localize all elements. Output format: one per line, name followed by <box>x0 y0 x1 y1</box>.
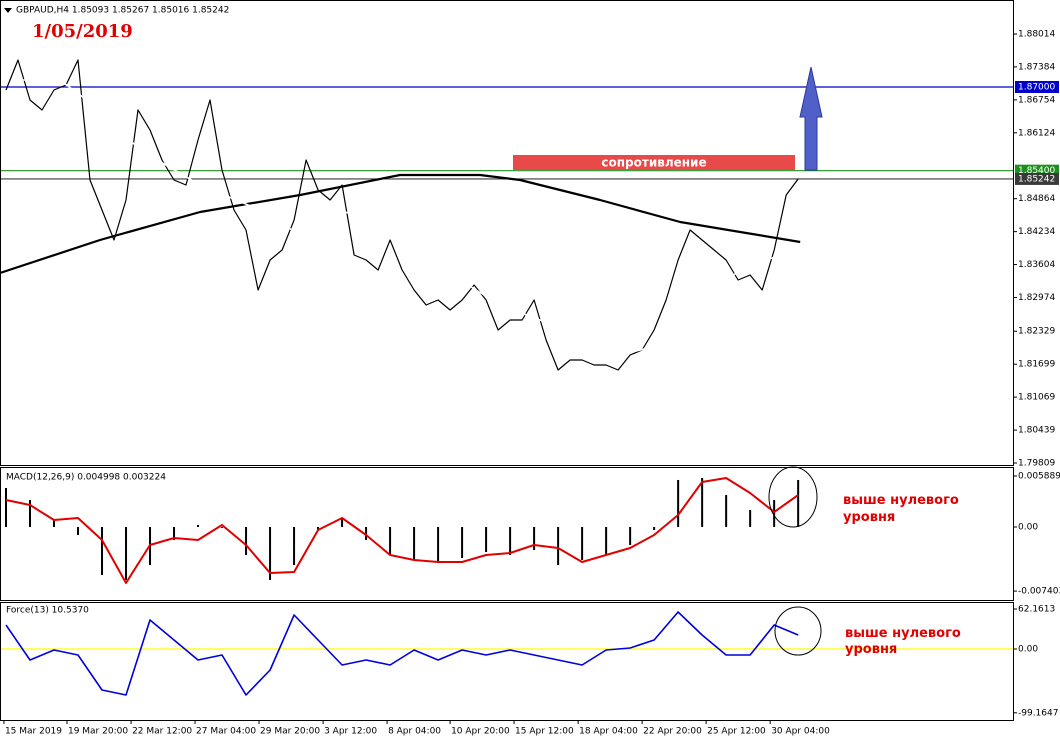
macd-title: MACD(12,26,9) 0.004998 0.003224 <box>6 473 166 483</box>
y-tick-label: 1.84864 <box>1018 194 1055 204</box>
y-tick-label: 1.83604 <box>1018 260 1055 270</box>
y-tick-label: 1.86754 <box>1018 95 1055 105</box>
x-tick-label: 22 Mar 12:00 <box>132 727 192 737</box>
x-tick-label: 19 Mar 20:00 <box>68 727 128 737</box>
macd-note: уровня <box>843 510 895 525</box>
level-tag <box>1015 172 1059 185</box>
series-line <box>20 79 801 356</box>
level-label: 1.85400 <box>1018 166 1055 176</box>
level-label: 1.85242 <box>1018 174 1055 184</box>
date-annotation: 1/05/2019 <box>32 21 133 42</box>
histogram-bar <box>701 477 704 527</box>
panel-frame <box>0 467 1014 601</box>
histogram-bar <box>5 488 8 527</box>
histogram-bar <box>629 526 632 546</box>
force-note: уровня <box>845 642 897 657</box>
arrow <box>799 66 823 171</box>
y-tick-label: 1.80439 <box>1018 426 1055 436</box>
plot <box>0 0 1059 724</box>
macd-note: выше нулевого <box>843 493 959 508</box>
circle <box>774 606 822 656</box>
y-tick-label: 1.82329 <box>1018 327 1055 337</box>
histogram-bar <box>269 526 272 580</box>
y-tick-label: 0.00 <box>1018 645 1038 655</box>
histogram-bar <box>557 526 560 566</box>
histogram-bar <box>293 526 296 566</box>
circle <box>768 466 818 528</box>
x-tick-label: 15 Apr 12:00 <box>515 727 574 737</box>
histogram-bar <box>461 526 464 558</box>
panel-frame <box>0 0 1014 466</box>
series-line <box>5 477 799 584</box>
histogram-bar <box>653 526 656 531</box>
x-tick-label: 29 Mar 20:00 <box>260 727 320 737</box>
x-tick-label: 30 Apr 04:00 <box>771 727 830 737</box>
y-tick-label: 1.81069 <box>1018 393 1055 403</box>
y-tick-label: -0.007403 <box>1018 587 1060 597</box>
x-tick-label: 22 Apr 20:00 <box>643 727 702 737</box>
panel-frame <box>0 602 1014 721</box>
x-tick-label: 8 Apr 04:00 <box>388 727 441 737</box>
series-line <box>5 59 799 371</box>
histogram-bar <box>173 526 176 540</box>
decorations <box>4 8 823 656</box>
x-tick-label: 3 Apr 12:00 <box>324 727 377 737</box>
y-tick-label: 1.86124 <box>1018 128 1055 138</box>
series-line <box>5 611 799 696</box>
series-line <box>0 173 801 275</box>
histogram-bar <box>77 526 80 535</box>
histogram-bar <box>485 526 488 553</box>
histogram-bar <box>197 525 200 527</box>
histogram-bar <box>365 526 368 540</box>
force-note: выше нулевого <box>845 626 961 641</box>
histogram-bar <box>53 519 56 527</box>
y-tick-label: 1.84234 <box>1018 227 1055 237</box>
resistance-box <box>513 155 795 170</box>
y-tick-label: 1.81699 <box>1018 360 1055 370</box>
histogram-bar <box>533 526 536 551</box>
histogram-bar <box>773 499 776 527</box>
y-tick-label: 1.87384 <box>1018 62 1055 72</box>
y-tick-label: 0.005889 <box>1018 471 1060 481</box>
histogram-bar <box>317 526 320 531</box>
histogram-bar <box>101 526 104 575</box>
histogram-bar <box>221 526 224 529</box>
y-tick-label: 62.1613 <box>1018 605 1055 615</box>
histogram-bar <box>245 526 248 555</box>
histogram-bar <box>341 517 344 527</box>
y-tick-label: 0.00 <box>1018 522 1038 532</box>
force-title: Force(13) 10.5370 <box>6 606 89 616</box>
histogram-bar <box>509 526 512 555</box>
x-tick-label: 18 Apr 04:00 <box>579 727 638 737</box>
y-tick-label: 1.88014 <box>1018 29 1055 39</box>
y-tick-label: -99.1647 <box>1018 708 1058 718</box>
histogram-bar <box>749 510 752 527</box>
x-tick-label: 10 Apr 20:00 <box>451 727 510 737</box>
x-tick-label: 15 Mar 2019 <box>5 727 62 737</box>
histogram-bar <box>437 526 440 562</box>
x-tick-label: 27 Mar 04:00 <box>196 727 256 737</box>
histogram-bar <box>413 526 416 560</box>
histogram-bar <box>125 526 128 580</box>
menu-arrow <box>4 8 12 13</box>
histogram-bar <box>725 494 728 527</box>
level-tag <box>1015 81 1059 94</box>
y-tick-label: 1.82974 <box>1018 293 1055 303</box>
x-tick-label: 25 Apr 12:00 <box>707 727 766 737</box>
histogram-bar <box>605 526 608 555</box>
level-label: 1.87000 <box>1018 83 1055 93</box>
histogram-bar <box>389 526 392 555</box>
histogram-bar <box>797 479 800 527</box>
histogram-bar <box>581 526 584 560</box>
histogram-bar <box>677 479 680 527</box>
histogram-bar <box>29 499 32 527</box>
y-tick-label: 1.79809 <box>1018 459 1055 469</box>
resistance-label: сопротивление <box>601 156 706 170</box>
chart-title: GBPAUD,H4 1.85093 1.85267 1.85016 1.8524… <box>16 6 229 16</box>
